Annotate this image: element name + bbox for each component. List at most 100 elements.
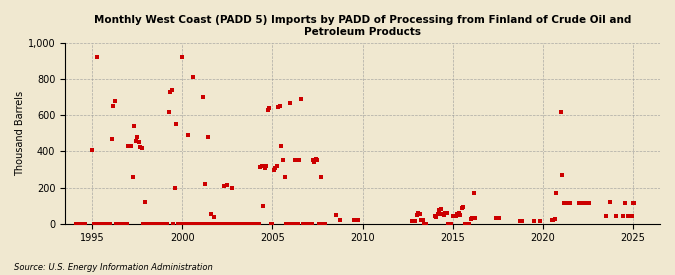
Point [221,222,232,226]
Point [320,222,331,226]
Point [243,222,254,226]
Point [407,219,418,223]
Point [626,213,637,218]
Point [180,222,191,226]
Point [548,218,559,222]
Point [335,218,346,222]
Point [258,204,269,208]
Point [172,222,183,226]
Point [628,201,639,205]
Point [309,160,320,164]
Point [151,222,162,226]
Point [207,222,218,226]
Point [209,215,219,220]
Point [558,201,569,205]
Point [249,222,260,226]
Point [78,222,88,226]
Point [198,95,209,99]
Point [132,135,142,139]
Point [273,105,284,109]
Point [564,201,575,205]
Point [237,222,248,226]
Point [128,175,138,179]
Point [159,222,169,226]
Point [515,219,526,223]
Point [269,167,279,172]
Point [285,100,296,105]
Point [95,222,105,226]
Point [276,144,287,148]
Point [156,222,167,226]
Point [348,218,359,222]
Point [244,222,255,226]
Point [448,213,458,218]
Point [449,213,460,218]
Point [217,222,228,226]
Point [560,201,571,205]
Point [438,213,449,217]
Point [465,217,476,221]
Point [112,222,123,226]
Title: Monthly West Coast (PADD 5) Imports by PADD of Processing from Finland of Crude : Monthly West Coast (PADD 5) Imports by P… [94,15,631,37]
Point [611,213,622,218]
Point [194,222,205,226]
Point [547,218,558,222]
Point [145,222,156,226]
Point [605,200,616,204]
Point [317,222,327,226]
Point [189,222,200,226]
Point [256,164,267,168]
Point [177,55,188,60]
Point [169,185,180,190]
Point [450,213,461,218]
Point [421,222,431,226]
Point [76,222,87,226]
Point [119,222,130,226]
Point [215,222,225,226]
Point [205,212,216,216]
Point [161,222,171,226]
Point [581,201,592,205]
Point [452,212,462,216]
Point [279,175,290,179]
Point [277,157,288,162]
Point [141,222,152,226]
Point [240,222,251,226]
Point [75,222,86,226]
Point [130,138,141,143]
Point [461,222,472,226]
Point [443,222,454,226]
Y-axis label: Thousand Barrels: Thousand Barrels [15,91,25,176]
Point [202,135,213,139]
Point [74,222,84,226]
Point [72,222,82,226]
Point [629,201,640,205]
Point [456,205,467,210]
Point [562,201,572,205]
Point [213,222,223,226]
Point [174,222,185,226]
Point [118,222,129,226]
Point [468,191,479,195]
Point [418,222,429,226]
Point [411,213,422,217]
Point [412,211,423,215]
Point [103,222,114,226]
Point [416,218,427,222]
Point [617,213,628,218]
Point [195,222,206,226]
Point [105,222,115,226]
Point [535,219,545,223]
Point [294,158,305,163]
Point [124,144,135,148]
Point [352,218,363,222]
Point [556,109,566,114]
Point [228,222,239,226]
Point [330,213,341,217]
Point [231,222,242,226]
Point [491,216,502,221]
Point [140,200,151,204]
Point [171,122,182,127]
Point [163,109,174,114]
Point [516,219,527,223]
